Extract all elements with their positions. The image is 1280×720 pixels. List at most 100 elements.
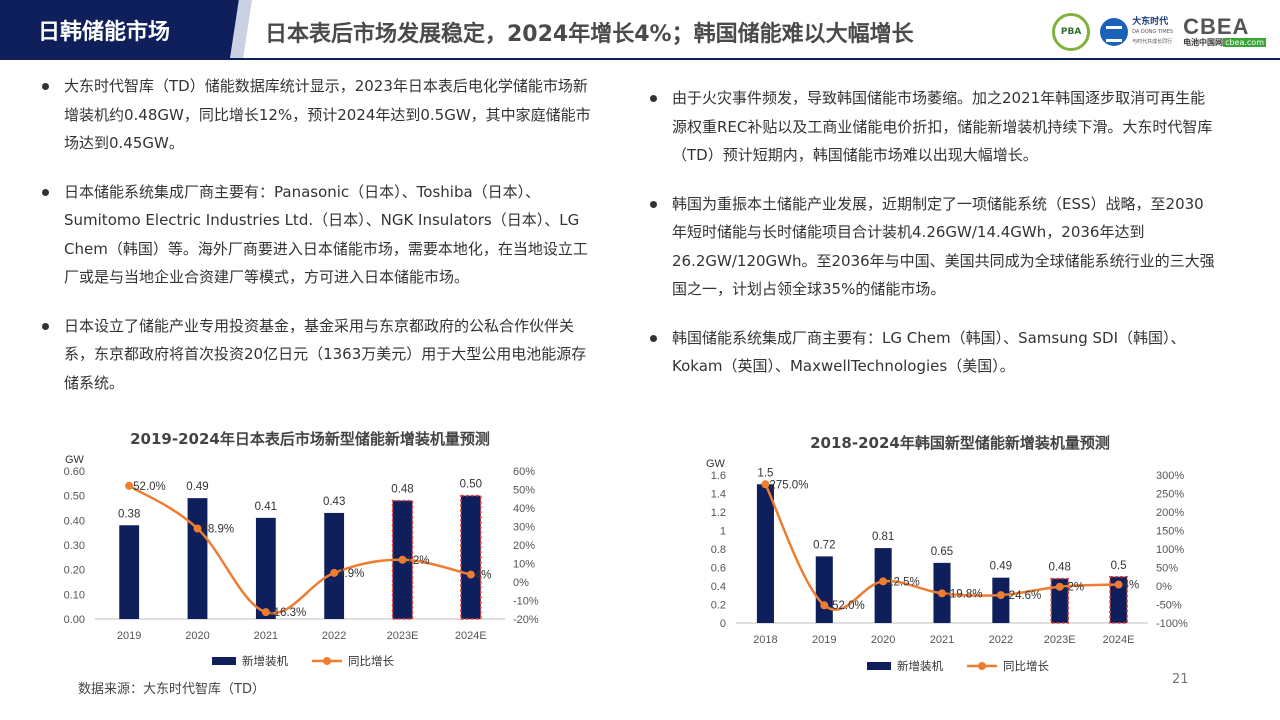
korea-y-tick: 0.8	[711, 544, 726, 556]
korea-bar	[1050, 577, 1069, 624]
korea-bar-label: 0.72	[813, 539, 835, 551]
japan-x-tick: 2021	[254, 630, 278, 642]
japan-bar-label: 0.50	[460, 479, 482, 491]
section-title: 日韩储能市场	[38, 20, 171, 45]
korea-bar	[874, 548, 892, 623]
japan-growth-point	[466, 570, 475, 579]
japan-growth-label: 12%	[407, 555, 430, 567]
korea-y-tick: 1	[720, 526, 726, 538]
japan-y-tick: 0.10	[64, 589, 85, 601]
japan-y-unit: GW	[65, 454, 85, 466]
korea-bar	[1109, 576, 1128, 624]
source-note: 数据来源：大东时代智库（TD）	[78, 682, 265, 697]
japan-bar	[255, 517, 276, 619]
korea-growth-point	[820, 601, 829, 610]
japan-bar	[119, 525, 140, 619]
japan-y-tick: 0.60	[64, 466, 85, 478]
left-bullet-3: 日本设立了储能产业专用投资基金，基金采用与东京都政府的公私合作伙伴关系，东京都政…	[38, 312, 598, 398]
japan-growth-label: 52.0%	[133, 481, 166, 493]
cbea-logo-text: CBEA	[1183, 14, 1250, 39]
left-bullet-2: 日本储能系统集成厂商主要有：Panasonic（日本）、Toshiba（日本）、…	[38, 178, 598, 292]
left-bullet-1: 大东时代智库（TD）储能数据库统计显示，2023年日本表后电化学储能市场新增装机…	[38, 72, 598, 158]
japan-y-tick: 0.40	[64, 515, 85, 527]
header-divider	[0, 58, 1280, 60]
korea-growth-label: -2%	[1064, 582, 1084, 594]
japan-growth-point	[125, 481, 134, 490]
korea-y2-tick: -100%	[1156, 618, 1188, 630]
japan-bar	[460, 494, 482, 620]
korea-y-tick: 1.2	[711, 507, 726, 519]
japan-y2-tick: 0%	[513, 577, 529, 589]
korea-y-tick: 0.4	[711, 581, 726, 593]
japan-y2-tick: 40%	[513, 503, 535, 515]
japan-x-tick: 2024E	[455, 630, 487, 642]
cbea-logo: CBEA 电池中国网 cbea.com	[1183, 16, 1266, 48]
japan-legend-line-label: 同比增长	[348, 654, 394, 668]
korea-y-tick: 0	[720, 618, 726, 630]
section-tab	[0, 0, 250, 58]
korea-legend-bar-swatch	[867, 662, 891, 670]
korea-x-tick: 2021	[930, 634, 954, 646]
right-bullet-1: 由于火灾事件频发，导致韩国储能市场萎缩。加之2021年韩国逐步取消可再生能源权重…	[646, 84, 1216, 170]
dadong-logo: 大东时代 DA DONG TIMES 与时代共成长同行	[1100, 17, 1173, 47]
korea-y2-tick: 100%	[1156, 544, 1184, 556]
korea-growth-label: 12.5%	[887, 576, 920, 588]
page-number: 21	[1172, 672, 1189, 687]
japan-legend-line-marker	[323, 657, 331, 665]
korea-bar	[756, 484, 774, 623]
japan-x-tick: 2023E	[387, 630, 419, 642]
korea-growth-point	[1055, 582, 1064, 591]
japan-bar-label: 0.41	[255, 501, 277, 513]
korea-legend-line-label: 同比增长	[1003, 659, 1049, 673]
right-bullet-3: 韩国储能系统集成厂商主要有：LG Chem（韩国）、Samsung SDI（韩国…	[646, 324, 1216, 381]
japan-growth-point	[193, 524, 202, 533]
korea-legend-line-marker	[978, 662, 986, 670]
korea-y2-tick: -50%	[1156, 600, 1182, 612]
korea-y-tick: 1.6	[711, 470, 726, 482]
korea-bar-label: 0.48	[1049, 562, 1071, 574]
japan-bar-label: 0.43	[323, 496, 345, 508]
dadong-logo-mark	[1100, 18, 1129, 46]
dadong-logo-slogan: 与时代共成长同行	[1132, 39, 1173, 45]
korea-x-tick: 2019	[812, 634, 836, 646]
japan-y-tick: 0.20	[64, 565, 85, 577]
korea-growth-point	[1114, 580, 1123, 589]
korea-growth-label: 275.0%	[769, 479, 808, 491]
korea-chart-title: 2018-2024年韩国新型储能新增装机量预测	[810, 434, 1110, 452]
japan-y-tick: 0.00	[64, 614, 85, 626]
japan-growth-line	[128, 484, 472, 615]
cbea-logo-domain: cbea.com	[1223, 38, 1266, 47]
japan-bar-label: 0.48	[391, 484, 413, 496]
japan-x-tick: 2022	[322, 630, 346, 642]
korea-bar-label: 0.81	[872, 531, 894, 543]
korea-bar-label: 0.49	[990, 561, 1012, 573]
japan-x-tick: 2020	[185, 630, 209, 642]
korea-bar-label: 0.5	[1111, 560, 1127, 572]
korea-y2-tick: 150%	[1156, 526, 1184, 538]
korea-bar-label: 0.65	[931, 546, 953, 558]
japan-x-tick: 2019	[117, 630, 141, 642]
korea-y2-tick: 200%	[1156, 507, 1184, 519]
japan-growth-point	[261, 608, 270, 617]
korea-chart: GW00.20.40.60.811.21.41.6-100%-50%0%50%1…	[706, 458, 1188, 673]
japan-y2-tick: 50%	[513, 485, 535, 497]
right-bullet-list: 由于火灾事件频发，导致韩国储能市场萎缩。加之2021年韩国逐步取消可再生能源权重…	[646, 84, 1216, 381]
korea-growth-point	[996, 591, 1005, 600]
japan-growth-label: 4%	[475, 570, 492, 582]
korea-y-tick: 0.2	[711, 600, 726, 612]
japan-growth-point	[398, 555, 407, 564]
page-title: 日本表后市场发展稳定，2024年增长4%；韩国储能难以大幅增长	[265, 22, 914, 47]
japan-y2-tick: 10%	[513, 559, 535, 571]
korea-growth-point	[938, 589, 946, 598]
korea-bar-label: 1.5	[757, 467, 773, 479]
korea-growth-point	[761, 480, 770, 489]
japan-chart: GW 0.00 0.10 0.20 0.30 0.40 0.50 0.60 -20% -10% 0%…	[64, 454, 539, 668]
japan-y2-tick: 30%	[513, 522, 535, 534]
dadong-logo-en: DA DONG TIMES	[1132, 29, 1174, 35]
japan-growth-label: -16.3%	[270, 607, 306, 619]
korea-growth-label: -52.0%	[828, 600, 864, 612]
korea-y2-tick: 250%	[1156, 489, 1184, 501]
japan-y2-tick: 60%	[513, 466, 535, 478]
japan-growth-label: 4.9%	[338, 568, 364, 580]
logo-group: PBA 大东时代 DA DONG TIMES 与时代共成长同行 CBEA 电池中…	[1052, 12, 1266, 52]
